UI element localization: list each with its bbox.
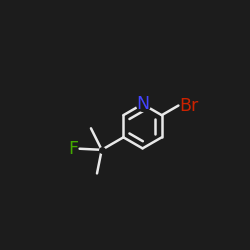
Text: N: N [136, 95, 149, 113]
Text: Br: Br [179, 97, 199, 115]
Text: F: F [68, 140, 78, 158]
